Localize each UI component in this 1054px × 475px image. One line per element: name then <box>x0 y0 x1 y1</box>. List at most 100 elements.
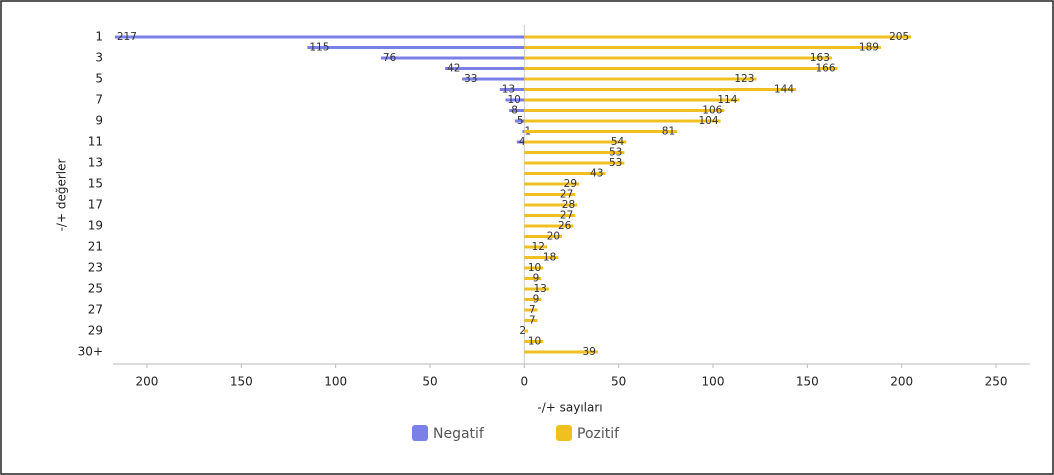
bar <box>524 329 529 333</box>
legend-swatch <box>556 425 572 441</box>
data-label: 53 <box>609 157 622 169</box>
bar <box>524 98 740 102</box>
data-label: 104 <box>699 115 719 127</box>
data-label: 43 <box>590 168 603 180</box>
bar <box>524 193 576 196</box>
bar <box>524 319 538 322</box>
legend-swatch <box>412 425 428 441</box>
data-label: 33 <box>464 73 477 85</box>
data-label: 27 <box>560 189 573 201</box>
y-tick-label: 5 <box>95 72 103 86</box>
bar <box>516 140 525 144</box>
y-tick-label: 1 <box>95 30 103 44</box>
bar <box>524 35 912 39</box>
legend-label: Negatif <box>433 426 485 442</box>
x-tick-label: 0 <box>521 375 529 389</box>
bar <box>524 203 578 207</box>
data-label: 28 <box>562 199 575 211</box>
x-tick-label: 100 <box>702 375 725 389</box>
data-label: 115 <box>309 42 329 54</box>
y-tick-label: 19 <box>88 219 103 233</box>
x-axis-label: -/+ sayıları <box>537 401 602 415</box>
data-label: 9 <box>533 294 540 306</box>
bar <box>522 130 525 133</box>
data-label: 13 <box>533 283 546 295</box>
y-tick-label: 17 <box>88 198 103 212</box>
y-tick-label: 11 <box>88 135 103 149</box>
data-label: 10 <box>528 262 541 274</box>
data-label: 27 <box>560 210 573 222</box>
data-label: 205 <box>889 31 909 43</box>
data-label: 163 <box>810 52 830 64</box>
bar <box>524 235 563 238</box>
data-label: 20 <box>547 231 560 243</box>
x-tick-label: 100 <box>324 375 347 389</box>
x-tick-label: 50 <box>611 375 626 389</box>
data-label: 10 <box>507 94 520 106</box>
bar <box>524 277 542 280</box>
bar <box>462 77 525 81</box>
data-label: 8 <box>511 105 518 117</box>
y-axis-label: -/+ değerler <box>55 159 69 232</box>
data-label: 13 <box>502 84 515 96</box>
bar <box>514 119 525 123</box>
y-tick-label: 25 <box>88 282 103 296</box>
y-tick-label: 21 <box>88 240 103 254</box>
bar <box>509 109 525 112</box>
x-tick-label: 200 <box>136 375 159 389</box>
bar <box>524 214 576 217</box>
y-tick-label: 27 <box>88 303 103 317</box>
x-tick-label: 150 <box>796 375 819 389</box>
y-tick-label: 7 <box>95 93 103 107</box>
bar <box>524 161 625 165</box>
data-label: 53 <box>609 147 622 159</box>
bar <box>524 67 838 70</box>
x-tick-label: 50 <box>422 375 437 389</box>
bar <box>524 88 797 91</box>
data-label: 26 <box>558 220 572 232</box>
y-tick-label: 15 <box>88 177 103 191</box>
data-label: 54 <box>611 136 625 148</box>
y-tick-label: 3 <box>95 51 103 65</box>
data-label: 144 <box>774 84 794 96</box>
bar <box>524 287 549 291</box>
bar <box>524 298 542 301</box>
data-label: 12 <box>532 241 545 253</box>
bar <box>524 172 606 175</box>
data-label: 29 <box>564 178 577 190</box>
bar <box>380 56 525 60</box>
data-label: 7 <box>529 315 536 327</box>
bar <box>524 256 559 259</box>
bar <box>524 266 544 270</box>
bar <box>307 46 525 49</box>
data-label: 9 <box>533 273 540 285</box>
bar <box>524 56 832 60</box>
x-tick-label: 200 <box>890 375 913 389</box>
data-label: 123 <box>734 73 754 85</box>
bar <box>505 98 525 102</box>
bar <box>445 67 525 70</box>
bar <box>524 46 881 49</box>
bar <box>524 182 580 186</box>
y-tick-label: 13 <box>88 156 103 170</box>
data-label: 4 <box>519 136 526 148</box>
legend-label: Pozitif <box>577 426 620 442</box>
y-tick-label: 9 <box>95 114 103 128</box>
data-label: 5 <box>517 115 524 127</box>
bar <box>524 130 678 133</box>
bar <box>524 151 625 154</box>
bar <box>524 119 721 123</box>
y-tick-label: 30+ <box>78 345 103 359</box>
data-label: 2 <box>519 325 526 337</box>
data-label: 217 <box>117 31 137 43</box>
x-tick-label: 150 <box>230 375 253 389</box>
data-label: 81 <box>662 126 675 138</box>
data-label: 166 <box>815 63 835 75</box>
bar <box>114 35 525 39</box>
y-tick-label: 29 <box>88 324 103 338</box>
bar <box>524 224 574 228</box>
bar <box>524 140 627 144</box>
bar <box>499 88 525 91</box>
bar <box>524 340 544 343</box>
